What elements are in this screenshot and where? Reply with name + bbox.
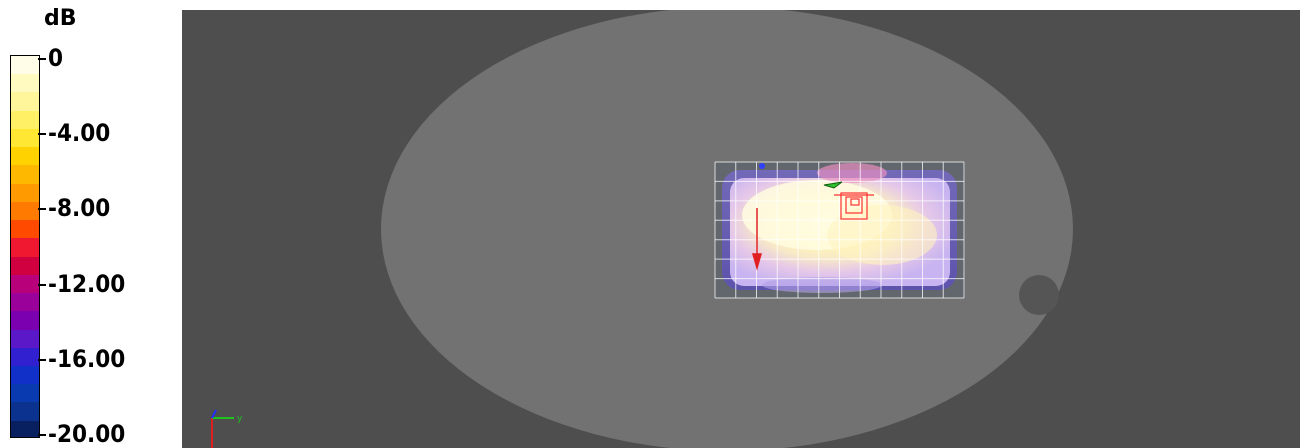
3d-viewport[interactable]: y	[182, 10, 1300, 448]
legend-color-segment	[11, 293, 39, 312]
legend-color-segment	[11, 420, 39, 437]
legend-tick	[38, 283, 46, 286]
legend-color-segment	[11, 238, 39, 257]
legend-color-segment	[11, 128, 39, 148]
legend-color-segment	[11, 92, 39, 111]
legend-tick	[38, 208, 46, 211]
origin-dot	[759, 163, 765, 169]
legend-color-segment	[11, 329, 39, 348]
legend-color-segment	[11, 165, 39, 184]
probe-marker	[834, 192, 874, 220]
legend-color-segment	[11, 201, 39, 221]
legend-tick-label: -16.00	[48, 344, 126, 373]
legend-color-segment	[11, 347, 39, 366]
legend-tick	[38, 434, 46, 436]
legend-tick-label: 0	[48, 44, 64, 72]
legend-tick	[38, 133, 46, 136]
red-direction-arrow	[752, 208, 762, 271]
legend-color-segment	[11, 220, 39, 239]
legend-color-segment	[11, 183, 39, 202]
axis-triad: y	[211, 409, 243, 448]
legend-color-segment	[11, 402, 39, 421]
legend-color-segment	[11, 365, 39, 385]
legend-tick-label: -8.00	[48, 194, 111, 223]
legend-tick-label: -12.00	[48, 269, 126, 298]
legend-color-segment	[11, 110, 39, 129]
legend-tick-label: -4.00	[48, 119, 111, 148]
legend-tick	[38, 58, 46, 60]
color-legend: dB 0 -4.00 -8.00 -12.00 -16.00 -20.00	[0, 0, 180, 448]
axis-y-label: y	[237, 414, 243, 424]
scene-svg: y	[211, 10, 1073, 448]
legend-tick	[38, 358, 46, 361]
legend-color-segment	[11, 147, 39, 166]
legend-color-segment	[11, 384, 39, 403]
legend-color-segment	[11, 311, 39, 330]
marker-circle	[1019, 275, 1059, 315]
legend-color-segment	[11, 274, 39, 294]
legend-color-bar	[10, 55, 40, 438]
green-marker	[823, 181, 843, 189]
legend-color-segment	[11, 256, 39, 275]
legend-color-segment	[11, 56, 39, 75]
legend-color-segment	[11, 74, 39, 93]
legend-tick-label: -20.00	[48, 420, 126, 448]
legend-unit-label: dB	[44, 6, 77, 31]
